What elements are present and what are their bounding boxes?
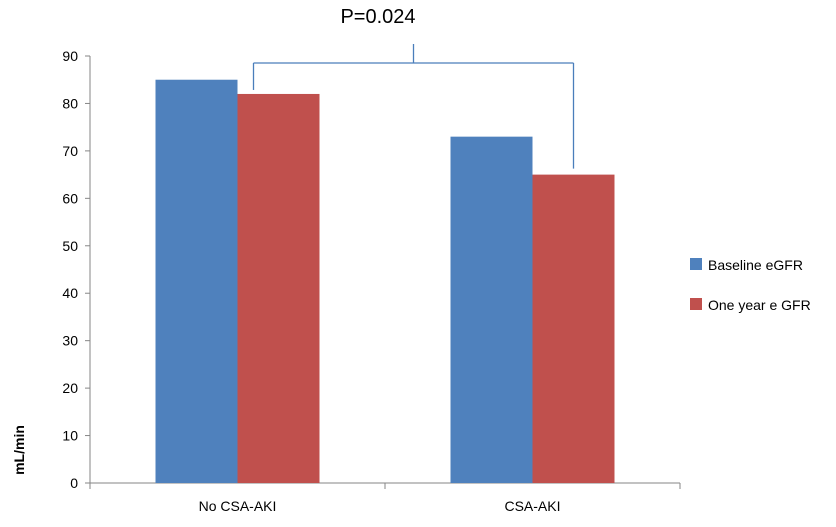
significance-bracket — [252, 44, 575, 169]
legend-label: One year e GFR — [708, 297, 811, 313]
y-tick-label: 90 — [62, 48, 78, 64]
y-tick-label: 50 — [62, 238, 78, 254]
bar — [450, 136, 533, 483]
bar — [532, 174, 615, 483]
legend-swatch — [690, 298, 702, 310]
legend: Baseline eGFR One year e GFR — [690, 257, 811, 313]
y-tick-label: 20 — [62, 380, 78, 396]
y-tick-label: 60 — [62, 190, 78, 206]
p-value-annotation: P=0.024 — [340, 6, 415, 28]
y-tick-label: 70 — [62, 143, 78, 159]
bar — [155, 79, 238, 483]
legend-label: Baseline eGFR — [708, 257, 803, 273]
y-tick-label: 80 — [62, 95, 78, 111]
x-tick-label: CSA-AKI — [504, 498, 560, 514]
y-tick-label: 40 — [62, 285, 78, 301]
legend-swatch — [690, 258, 702, 270]
y-tick-label: 30 — [62, 333, 78, 349]
y-tick-label: 0 — [70, 475, 78, 491]
y-axis-label: mL/min — [11, 425, 27, 475]
x-tick-label: No CSA-AKI — [199, 498, 277, 514]
axes: 0 10 20 30 40 50 60 70 80 90 No CSA-AKI CSA-AKI — [62, 48, 681, 514]
bar — [237, 93, 320, 483]
y-tick-label: 10 — [62, 428, 78, 444]
bars — [155, 79, 615, 483]
